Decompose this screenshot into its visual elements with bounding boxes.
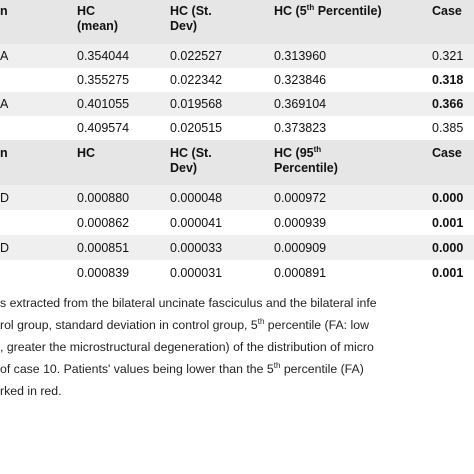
- cell-mean: 0.409574: [77, 121, 130, 135]
- header-case: Case: [432, 4, 462, 18]
- cell-case: 0.318: [432, 73, 464, 87]
- cell-mean: 0.354044: [77, 49, 130, 63]
- cell-percentile: 0.000909: [274, 240, 327, 255]
- row-label: D: [0, 190, 10, 205]
- cell-mean: 0.000851: [77, 240, 130, 255]
- cell-percentile: 0.000891: [274, 265, 327, 280]
- table-row: 0.000862 0.000041 0.000939 0.001: [0, 210, 474, 235]
- table-row: A 0.401055 0.019568 0.369104 0.366: [0, 92, 474, 116]
- table-row: D 0.000880 0.000048 0.000972 0.000: [0, 185, 474, 210]
- header-measure: n: [0, 4, 8, 18]
- row-label: A: [0, 97, 9, 111]
- table-row: A 0.354044 0.022527 0.313960 0.321: [0, 44, 474, 68]
- cell-percentile: 0.313960: [274, 49, 327, 63]
- header-hc-95th-percentile: HC (95th Percentile): [274, 144, 338, 175]
- cell-sd: 0.019568: [170, 97, 223, 111]
- cell-mean: 0.355275: [77, 73, 130, 87]
- header-measure: n: [0, 146, 8, 160]
- results-table: n HC (mean) HC (St. Dev) HC (5th Percent…: [0, 0, 474, 285]
- cell-sd: 0.000048: [170, 190, 223, 205]
- header-hc-mean: HC (mean): [77, 4, 118, 33]
- table-header-md: n HC HC (St. Dev) HC (95th Percentile) C…: [0, 140, 474, 185]
- cell-sd: 0.022527: [170, 49, 223, 63]
- header-hc-sd: HC (St. Dev): [170, 146, 212, 175]
- cell-case: 0.001: [432, 215, 464, 230]
- table-row: 0.000839 0.000031 0.000891 0.001: [0, 260, 474, 285]
- cell-case: 0.366: [432, 97, 464, 111]
- table-row: D 0.000851 0.000033 0.000909 0.000: [0, 235, 474, 260]
- cell-sd: 0.020515: [170, 121, 223, 135]
- row-label: D: [0, 240, 10, 255]
- table-row: 0.355275 0.022342 0.323846 0.318: [0, 68, 474, 92]
- table-row: 0.409574 0.020515 0.373823 0.385: [0, 116, 474, 140]
- cell-case: 0.000: [432, 240, 464, 255]
- cell-mean: 0.000839: [77, 265, 130, 280]
- cell-sd: 0.000033: [170, 240, 223, 255]
- cell-case: 0.001: [432, 265, 464, 280]
- cell-mean: 0.000862: [77, 215, 130, 230]
- cell-case: 0.385: [432, 121, 464, 135]
- caption-line: rol group, standard deviation in control…: [0, 316, 369, 332]
- header-hc-sd: HC (St. Dev): [170, 4, 212, 33]
- cell-percentile: 0.369104: [274, 97, 327, 111]
- header-hc-mean: HC: [77, 146, 96, 160]
- cell-percentile: 0.323846: [274, 73, 327, 87]
- cell-sd: 0.000041: [170, 215, 223, 230]
- cell-sd: 0.000031: [170, 265, 223, 280]
- header-hc-5th-percentile: HC (5th Percentile): [274, 2, 382, 18]
- row-label: A: [0, 49, 9, 63]
- cell-case: 0.000: [432, 190, 464, 205]
- cell-percentile: 0.000972: [274, 190, 327, 205]
- header-case: Case: [432, 146, 462, 160]
- caption-line: s extracted from the bilateral uncinate …: [0, 296, 377, 310]
- caption-line: rked in red.: [0, 384, 62, 398]
- cell-mean: 0.000880: [77, 190, 130, 205]
- caption-line: of case 10. Patients' values being lower…: [0, 360, 364, 376]
- caption-line: , greater the microstructural degenerati…: [0, 340, 374, 354]
- cell-mean: 0.401055: [77, 97, 130, 111]
- cell-case: 0.321: [432, 49, 464, 63]
- cell-sd: 0.022342: [170, 73, 223, 87]
- cell-percentile: 0.000939: [274, 215, 327, 230]
- cell-percentile: 0.373823: [274, 121, 327, 135]
- table-header-fa: n HC (mean) HC (St. Dev) HC (5th Percent…: [0, 0, 474, 44]
- table-caption: s extracted from the bilateral uncinate …: [0, 292, 474, 402]
